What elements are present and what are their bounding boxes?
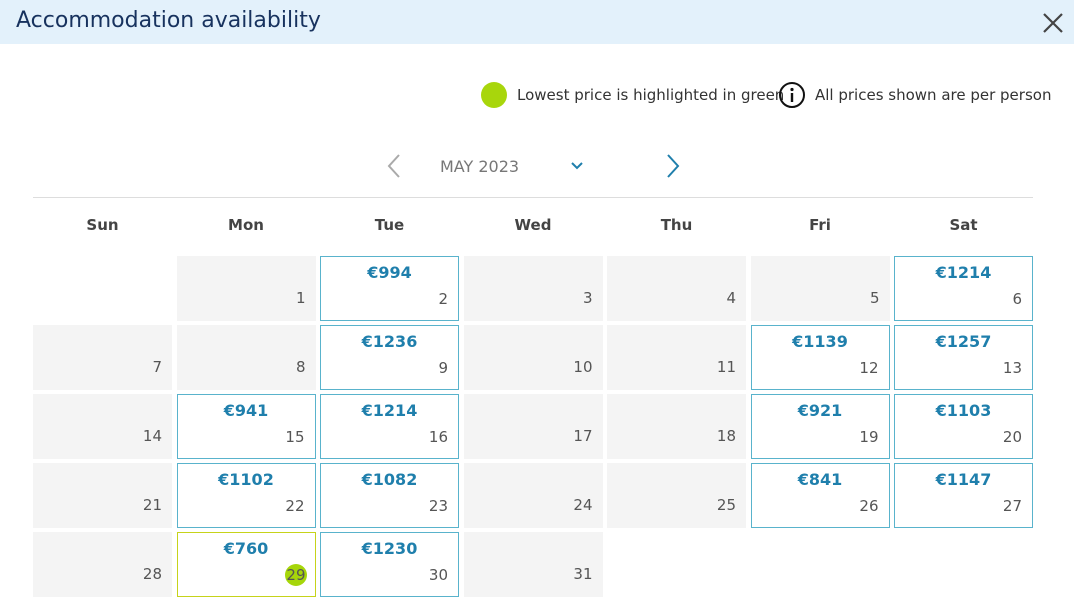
day-number: 16 <box>428 428 448 446</box>
price-label: €941 <box>223 401 269 420</box>
weekday-label: Tue <box>374 216 405 234</box>
day-cell: 11 <box>607 325 746 390</box>
day-number: 27 <box>1002 497 1022 515</box>
day-number: 6 <box>1012 290 1022 308</box>
day-cell: 17 <box>463 394 603 459</box>
day-cell: 21 <box>33 463 172 528</box>
day-number: 21 <box>142 496 162 514</box>
day-cell[interactable]: €921 19 <box>750 394 890 459</box>
price-label: €994 <box>367 263 412 282</box>
next-month[interactable] <box>664 153 682 179</box>
day-number: 15 <box>285 428 305 446</box>
day-cell: 14 <box>33 394 172 459</box>
month-dropdown[interactable] <box>570 160 584 172</box>
day-number: 10 <box>573 358 593 376</box>
header-bar <box>0 0 1074 44</box>
day-number: 3 <box>582 289 593 307</box>
day-number: 5 <box>869 289 880 307</box>
day-number: 28 <box>142 565 162 583</box>
day-number: 17 <box>573 427 593 445</box>
price-label: €1214 <box>935 263 992 282</box>
day-number: 18 <box>716 427 736 445</box>
day-cell: 3 <box>463 256 603 321</box>
day-cell: 10 <box>463 325 603 390</box>
day-cell[interactable]: €1139 12 <box>750 325 890 390</box>
day-number: 2 <box>438 290 448 308</box>
weekday-label: Thu <box>660 216 693 234</box>
weekday-label: Sun <box>86 216 119 234</box>
day-number: 22 <box>285 497 305 515</box>
lowest-highlight <box>284 564 307 586</box>
day-cell[interactable]: €1103 20 <box>894 394 1033 459</box>
info-icon <box>779 82 805 108</box>
day-cell: 31 <box>463 532 603 597</box>
day-cell: 1 <box>176 256 316 321</box>
day-cell: 8 <box>176 325 316 390</box>
weekday-label: Fri <box>809 216 831 234</box>
day-number: 7 <box>152 358 162 376</box>
day-number: 8 <box>295 358 306 376</box>
day-number: 19 <box>859 428 879 446</box>
price-label: €1257 <box>935 332 992 351</box>
day-number: 12 <box>859 359 879 377</box>
divider <box>33 197 1033 198</box>
day-number: 26 <box>859 497 879 515</box>
price-label: €1147 <box>935 470 992 489</box>
day-number: 23 <box>428 497 448 515</box>
green-legend-dot <box>481 82 507 108</box>
price-label: €760 <box>223 539 269 558</box>
day-cell[interactable]: €760 29 <box>176 532 316 597</box>
green-legend-text: Lowest price is highlighted in green <box>517 86 785 104</box>
close-button[interactable] <box>1042 12 1064 34</box>
price-label: €1236 <box>361 332 418 351</box>
price-label: €921 <box>797 401 843 420</box>
weekday-label: Sat <box>949 216 978 234</box>
day-cell: 25 <box>607 463 746 528</box>
day-number: 20 <box>1002 428 1022 446</box>
day-number: 14 <box>142 427 162 445</box>
day-number: 11 <box>716 358 736 376</box>
day-cell: 5 <box>750 256 890 321</box>
day-number: 29 <box>286 566 306 584</box>
weekday-label: Mon <box>228 216 264 234</box>
day-cell[interactable]: €994 2 <box>320 256 459 321</box>
day-number: 4 <box>726 289 736 307</box>
price-label: €1139 <box>792 332 848 351</box>
day-cell: 28 <box>33 532 172 597</box>
day-number: 13 <box>1002 359 1022 377</box>
day-cell[interactable]: €1257 13 <box>894 325 1033 390</box>
price-label: €1230 <box>361 539 418 558</box>
day-cell[interactable]: €1214 16 <box>320 394 459 459</box>
price-label: €841 <box>797 470 843 489</box>
day-cell[interactable]: €841 26 <box>750 463 890 528</box>
price-label: €1103 <box>935 401 992 420</box>
day-cell[interactable]: €1082 23 <box>320 463 459 528</box>
weekday-label: Wed <box>514 216 552 234</box>
day-cell: 7 <box>33 325 172 390</box>
day-number: 24 <box>573 496 593 514</box>
info-text: All prices shown are per person <box>815 86 1052 104</box>
day-cell[interactable]: €1236 9 <box>320 325 459 390</box>
day-cell: 4 <box>607 256 746 321</box>
prev-month[interactable] <box>385 153 403 179</box>
day-number: 25 <box>716 496 736 514</box>
day-cell: 24 <box>463 463 603 528</box>
price-label: €1214 <box>361 401 418 420</box>
day-cell[interactable]: €1102 22 <box>176 463 316 528</box>
day-cell[interactable]: €1230 30 <box>320 532 459 597</box>
price-label: €1082 <box>361 470 418 489</box>
day-number: 1 <box>295 289 306 307</box>
day-cell[interactable]: €1214 6 <box>894 256 1033 321</box>
day-number: 31 <box>573 565 593 583</box>
day-cell: 18 <box>607 394 746 459</box>
day-number: 9 <box>438 359 448 377</box>
dialog-title: Accommodation availability <box>16 8 321 33</box>
day-cell[interactable]: €1147 27 <box>894 463 1033 528</box>
price-label: €1102 <box>218 470 274 489</box>
month-label[interactable]: MAY 2023 <box>440 157 520 176</box>
day-cell[interactable]: €941 15 <box>176 394 316 459</box>
day-number: 30 <box>428 566 448 584</box>
